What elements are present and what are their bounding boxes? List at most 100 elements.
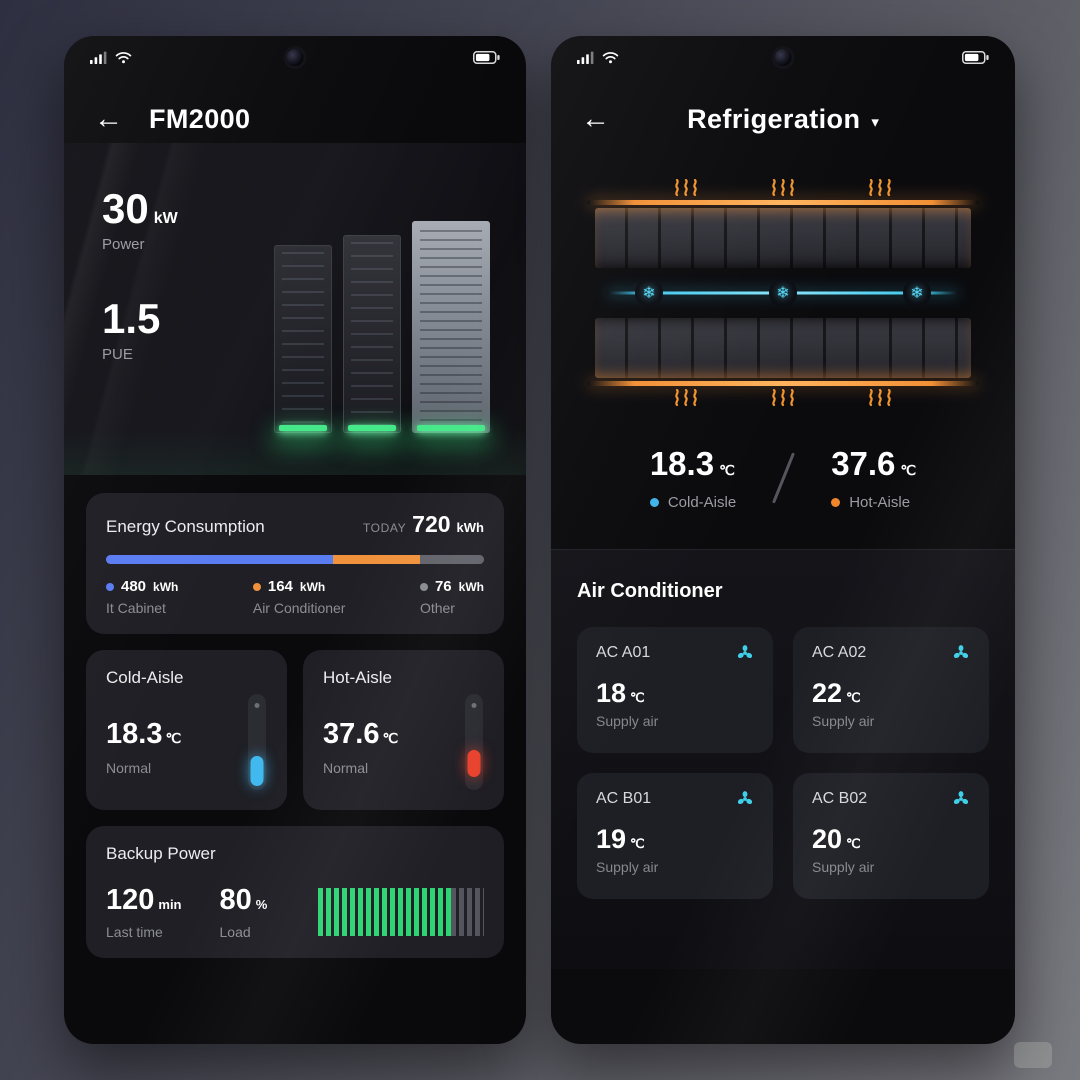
cold-aisle-card: Cold-Aisle 18.3 ℃ Normal — [86, 650, 287, 810]
ac-name: AC A02 — [812, 644, 867, 661]
page-title: FM2000 — [149, 104, 251, 134]
cold-temp-unit: ℃ — [719, 462, 735, 478]
legend-value: 480 — [121, 578, 147, 595]
wifi-icon — [602, 52, 619, 64]
cold-aisle-slider[interactable] — [248, 694, 266, 790]
status-left — [90, 51, 132, 64]
hot-aisle-slider[interactable] — [465, 694, 483, 790]
hot-slider-thumb[interactable] — [467, 750, 481, 777]
phone-right: ← Refrigeration ▾ ❄ ❄ ❄ — [551, 36, 1015, 1044]
ac-card-b01[interactable]: AC B01 19 ℃ Supply air — [577, 773, 773, 899]
legend-label: Other — [419, 600, 455, 616]
heat-icon — [772, 389, 794, 407]
ac-temp-unit: ℃ — [630, 690, 645, 705]
cold-temp-label: Cold-Aisle — [667, 494, 737, 511]
legend-item: 164 kWh Air Conditioner — [252, 578, 345, 616]
backup-time-stat: 120 min Last time — [106, 884, 182, 940]
cold-aisle-status: Normal — [106, 760, 152, 776]
legend-dot — [106, 582, 114, 591]
legend-dot — [419, 582, 428, 591]
ac-name: AC B01 — [596, 790, 652, 807]
cold-aisle-temp-group: 18.3 ℃ Cold-Aisle — [649, 445, 737, 511]
ac-sub-label: Supply air — [812, 859, 875, 875]
today-label: TODAY — [362, 521, 407, 535]
heat-icon — [869, 179, 891, 197]
fan-icon[interactable] — [736, 790, 754, 808]
ac-temp-unit: ℃ — [630, 836, 645, 851]
ac-name: AC B02 — [812, 790, 868, 807]
hot-aisle-temp-group: 37.6 ℃ Hot-Aisle — [831, 445, 916, 511]
energy-title: Energy Consumption — [106, 517, 265, 536]
server-rack — [412, 221, 490, 433]
fan-icon[interactable] — [952, 644, 970, 662]
cold-aisle-title: Cold-Aisle — [106, 668, 184, 687]
fan-icon[interactable] — [952, 790, 970, 808]
ac-name: AC A01 — [596, 644, 651, 661]
hot-temp-label: Hot-Aisle — [849, 494, 911, 511]
back-button[interactable]: ← — [94, 103, 123, 135]
legend-unit: kWh — [299, 579, 326, 594]
backup-load-label: Load — [219, 924, 251, 940]
hot-temp-value: 37.6 — [831, 445, 896, 482]
watermark — [1014, 1042, 1052, 1068]
ac-sub-label: Supply air — [812, 713, 875, 729]
wifi-icon — [115, 52, 132, 64]
status-bar — [64, 36, 526, 84]
legend-label: It Cabinet — [106, 600, 166, 616]
ac-card-a01[interactable]: AC A01 18 ℃ Supply air — [577, 627, 773, 753]
legend-unit: kWh — [153, 579, 179, 594]
back-button[interactable]: ← — [581, 103, 610, 135]
backup-load-stat: 80 % Load — [220, 884, 268, 940]
camera-icon — [286, 49, 304, 66]
backup-time-value: 120 — [106, 884, 155, 916]
gauge-empty-bars — [450, 888, 484, 936]
snowflake-icon: ❄ — [769, 279, 797, 307]
fan-icon[interactable] — [736, 644, 754, 662]
hot-glow-strip-top — [587, 200, 979, 205]
energy-consumption-card: Energy Consumption TODAY 720 kWh 480 kWh — [86, 493, 504, 634]
hot-aisle-unit: ℃ — [382, 730, 399, 746]
signal-icon — [90, 51, 107, 64]
ac-card-b02[interactable]: AC B02 20 ℃ Supply air — [793, 773, 989, 899]
hot-aisle-title: Hot-Aisle — [323, 668, 392, 687]
today-value: 720 — [412, 511, 451, 537]
snowflake-icon: ❄ — [903, 279, 931, 307]
backup-time-label: Last time — [106, 924, 163, 940]
hot-aisle-temp: 37.6 — [323, 718, 380, 750]
legend-item: 480 kWh It Cabinet — [106, 578, 178, 616]
bar-segment-it-cabinet — [106, 555, 333, 564]
page-header: ← Refrigeration ▾ — [551, 84, 1015, 135]
heat-icons-bottom — [585, 389, 981, 409]
rack-row-bottom — [595, 318, 971, 378]
snowflake-icon: ❄ — [635, 279, 663, 307]
backup-load-unit: % — [255, 897, 268, 912]
section-title: Air Conditioner — [577, 580, 723, 602]
bar-segment-air-conditioner — [332, 555, 420, 564]
ac-temp: 20 — [812, 824, 843, 854]
signal-icon — [577, 51, 594, 64]
ac-temp: 19 — [596, 824, 627, 854]
server-rack — [274, 245, 332, 433]
backup-load-gauge — [318, 888, 484, 936]
ac-card-a02[interactable]: AC A02 22 ℃ Supply air — [793, 627, 989, 753]
rack-row-top — [595, 208, 971, 268]
left-content: Energy Consumption TODAY 720 kWh 480 kWh — [64, 475, 526, 958]
hot-glow-strip-bottom — [587, 381, 979, 386]
power-value: 30 — [102, 185, 149, 232]
server-rack — [343, 235, 401, 433]
divider-slash — [772, 452, 796, 504]
energy-today: TODAY 720 kWh — [363, 511, 484, 538]
cold-slider-thumb[interactable] — [250, 756, 264, 786]
legend-value: 164 — [267, 578, 293, 595]
ac-temp: 18 — [596, 678, 627, 708]
heat-icon — [675, 179, 697, 197]
title-dropdown[interactable]: Refrigeration ▾ — [687, 104, 879, 135]
hot-aisle-card: Hot-Aisle 37.6 ℃ Normal — [303, 650, 504, 810]
power-stat: 30 kW Power — [102, 185, 178, 253]
page-header: ← FM2000 — [64, 84, 526, 135]
legend-value: 76 — [434, 578, 452, 595]
legend-item: 76 kWh Other — [419, 578, 484, 616]
hot-dot — [831, 498, 841, 507]
power-unit: kW — [153, 210, 178, 227]
ac-grid: AC A01 18 ℃ Supply air AC A02 22 ℃ — [577, 627, 989, 899]
